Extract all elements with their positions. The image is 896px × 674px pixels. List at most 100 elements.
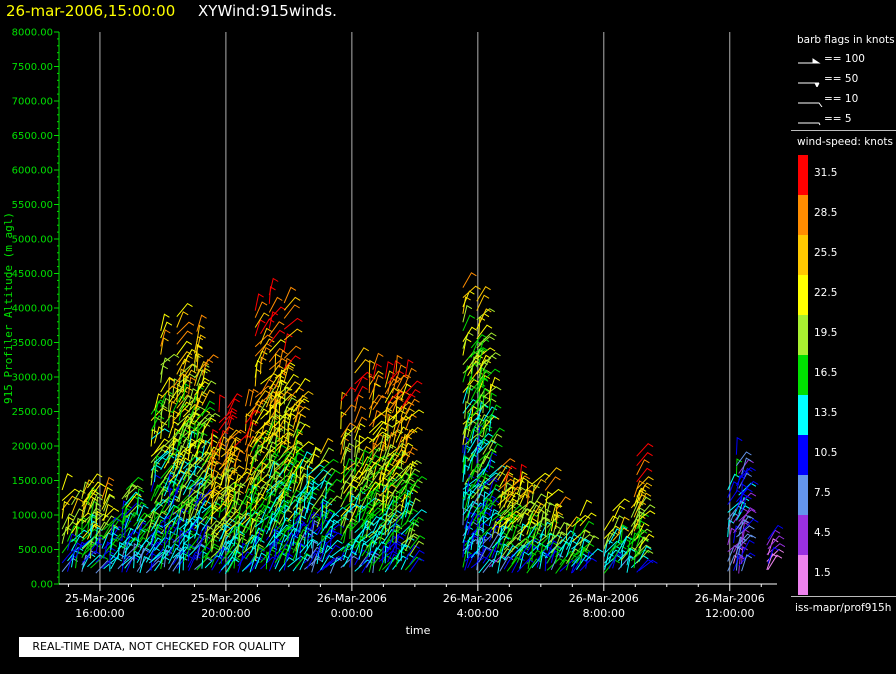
wind-barb (571, 517, 584, 535)
wind-barb (531, 521, 545, 538)
wind-barb (227, 489, 244, 504)
wind-barb (387, 532, 406, 545)
y-tick-label: 0.00 (31, 580, 53, 591)
wind-barb (196, 505, 207, 524)
wind-barb (176, 340, 193, 356)
wind-barb (67, 546, 84, 562)
wind-barb (497, 548, 513, 563)
wind-barb (395, 450, 415, 463)
x-tick-time: 12:00:00 (705, 607, 754, 620)
wind-barb (478, 464, 494, 480)
wind-barb (368, 400, 379, 418)
wind-barb (188, 522, 198, 540)
wind-barb (738, 472, 752, 489)
wind-barb (372, 382, 380, 401)
wind-barb (470, 440, 488, 455)
wind-barb (636, 537, 649, 555)
wind-barb (372, 421, 389, 436)
wind-barb (395, 495, 402, 514)
wind-barb (295, 404, 305, 423)
wind-barb (488, 433, 503, 450)
wind-barb (462, 365, 473, 383)
wind-barb (211, 534, 220, 553)
wind-barb (387, 510, 403, 526)
wind-barb (81, 528, 100, 542)
wind-barb (278, 557, 295, 572)
wind-barb (400, 408, 415, 424)
wind-barb (188, 554, 201, 571)
wind-barb (476, 376, 488, 394)
wind-barb (210, 452, 221, 470)
wind-barb (404, 398, 420, 414)
wind-barb (86, 497, 99, 515)
wind-barb (103, 503, 114, 522)
wind-barb (125, 511, 140, 529)
wind-barb (340, 386, 357, 402)
wind-barb (150, 498, 169, 513)
wind-barb (160, 544, 173, 562)
wind-barb (395, 354, 403, 373)
wind-barb (476, 445, 483, 464)
wind-barb (168, 400, 178, 419)
wind-barb (404, 544, 420, 560)
wind-barb (295, 394, 308, 412)
wind-barb (150, 444, 170, 457)
wind-barb (511, 513, 520, 532)
wind-barb (136, 521, 148, 539)
wind-barb (204, 543, 220, 559)
wind-barb (536, 533, 548, 551)
wind-barb (188, 411, 199, 429)
wind-barb (503, 482, 513, 500)
y-tick-label: 5000.00 (12, 235, 53, 246)
wind-barb (409, 535, 426, 550)
wind-barb (571, 514, 591, 527)
wind-barb (638, 545, 652, 562)
wind-barb (476, 468, 489, 485)
wind-barb (273, 462, 280, 481)
wind-barb (340, 524, 354, 541)
wind-barb (470, 493, 485, 509)
wind-barb (585, 548, 604, 562)
wind-barb (61, 488, 81, 501)
wind-barb (462, 272, 477, 288)
wind-barb (395, 481, 414, 495)
y-tick-label: 500.00 (18, 545, 53, 556)
wind-barb (478, 414, 497, 428)
wind-barb (354, 385, 368, 402)
wind-barb (196, 478, 213, 493)
wind-barb (368, 370, 384, 386)
wind-barb (150, 415, 165, 432)
wind-barb (136, 488, 145, 506)
wind-barb (278, 407, 296, 422)
wind-barb (727, 519, 735, 538)
wind-barb (358, 542, 369, 560)
wind-barb (478, 502, 497, 516)
wind-barb (218, 540, 231, 558)
wind-barb (392, 360, 401, 378)
wind-barb (340, 404, 357, 419)
wind-barb (182, 383, 191, 401)
wind-barb (218, 429, 229, 448)
wind-barb (464, 469, 479, 485)
wind-barb (470, 445, 484, 462)
wind-barb (491, 535, 510, 549)
wind-barb (766, 553, 778, 571)
wind-barb (395, 534, 403, 553)
wind-barb (559, 559, 578, 572)
wind-barb (531, 527, 542, 545)
wind-barb (201, 380, 217, 396)
wind-barb (544, 553, 552, 572)
wind-barb (103, 486, 113, 505)
wind-barb (265, 460, 279, 477)
color-bin-label: 19.5 (814, 327, 838, 339)
wind-barb (311, 459, 330, 472)
wind-barb (211, 524, 222, 542)
wind-barb (488, 471, 506, 486)
wind-barb (400, 502, 413, 519)
wind-barb (75, 541, 88, 559)
wind-barb (579, 499, 593, 516)
wind-barb (384, 360, 394, 379)
wind-barb (283, 545, 294, 564)
wind-barb (245, 443, 254, 462)
wind-barb (160, 437, 179, 450)
